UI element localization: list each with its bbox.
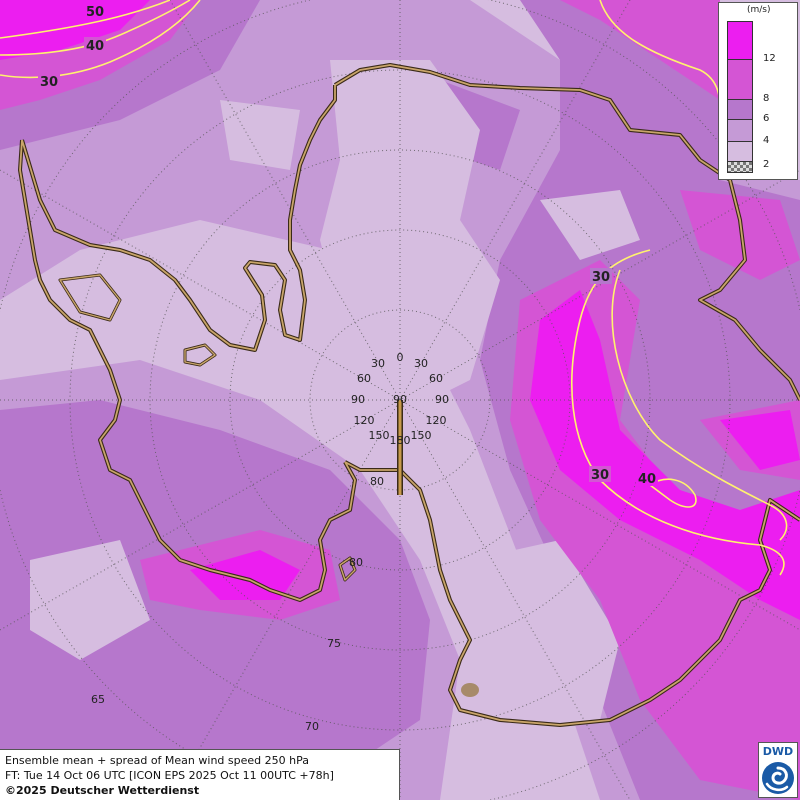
legend-tick-4: 4 <box>763 135 770 146</box>
legend-swatch-2-4 <box>727 141 753 161</box>
lat-label-65: 65 <box>91 693 105 706</box>
legend-tick-2: 2 <box>763 159 770 170</box>
info-forecast-time: FT: Tue 14 Oct 06 UTC [ICON EPS 2025 Oct… <box>5 769 334 782</box>
contour-label-30: 30 <box>40 75 58 90</box>
contour-label-40: 40 <box>86 39 104 54</box>
lon-label-w150: 150 <box>369 429 390 442</box>
lon-label-w90: 90 <box>351 393 365 406</box>
lon-label-0: 0 <box>397 351 404 364</box>
lat-label-70: 70 <box>305 720 319 733</box>
lon-label-w30: 30 <box>371 357 385 370</box>
latitude-labels: 80 80 75 70 65 <box>91 475 384 733</box>
lon-label-e120: 120 <box>426 414 447 427</box>
legend-swatch-gt12 <box>727 21 753 59</box>
info-title: Ensemble mean + spread of Mean wind spee… <box>5 754 309 767</box>
dwd-logo-text: DWD <box>762 745 794 758</box>
contour-label-30-right-top: 30 <box>592 270 610 285</box>
legend-tick-6: 6 <box>763 113 770 124</box>
lon-label-center: 90 <box>393 393 407 406</box>
contour-label-50: 50 <box>86 5 104 20</box>
map-info-box: Ensemble mean + spread of Mean wind spee… <box>0 749 400 800</box>
coastline <box>18 63 800 727</box>
lon-label-180: 180 <box>390 434 411 447</box>
color-legend: (m/s) 12 8 6 4 2 <box>718 2 798 180</box>
dwd-swirl-icon <box>762 762 794 794</box>
legend-swatch-4-6 <box>727 119 753 141</box>
contour-label-30-right-bottom: 30 <box>591 468 609 483</box>
spread-band-lt4 <box>30 60 640 740</box>
isotach-labels: 50 40 30 30 30 40 <box>38 3 658 487</box>
spread-band-gt12 <box>0 0 800 620</box>
pole-marker <box>397 400 403 495</box>
lat-label-75: 75 <box>327 637 341 650</box>
legend-unit: (m/s) <box>747 5 771 15</box>
legend-swatch-lt2 <box>727 161 753 173</box>
lon-label-e30: 30 <box>414 357 428 370</box>
lat-label-80: 80 <box>349 556 363 569</box>
lon-label-w120: 120 <box>354 414 375 427</box>
lon-label-e60: 60 <box>429 372 443 385</box>
lon-label-e90: 90 <box>435 393 449 406</box>
ice-shelf-patch <box>461 683 479 697</box>
legend-swatch-8-12 <box>727 59 753 99</box>
longitude-labels: 0 30 60 90 120 150 30 60 90 120 150 180 … <box>351 351 449 447</box>
lon-label-w60: 60 <box>357 372 371 385</box>
legend-tick-12: 12 <box>763 53 776 64</box>
info-copyright: ©2025 Deutscher Wetterdienst <box>5 784 200 797</box>
contour-label-40-right: 40 <box>638 472 656 487</box>
legend-tick-8: 8 <box>763 93 770 104</box>
dwd-logo: DWD <box>758 742 798 798</box>
lat-label-80-inner: 80 <box>370 475 384 488</box>
legend-swatch-6-8 <box>727 99 753 119</box>
lon-label-e150: 150 <box>411 429 432 442</box>
